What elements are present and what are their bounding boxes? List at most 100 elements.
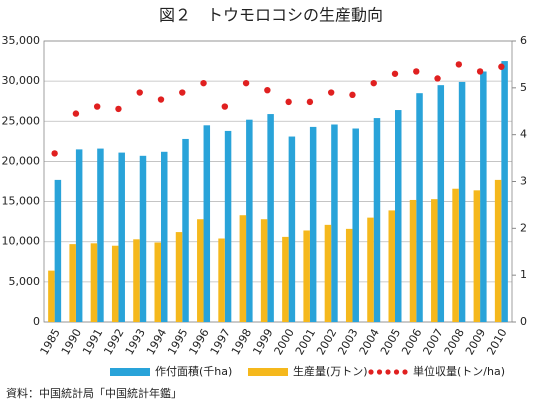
bar: [97, 148, 104, 322]
bar: [218, 238, 225, 322]
yield-dot: [285, 98, 292, 106]
bar: [409, 199, 417, 322]
y-tick-label: 5,000: [9, 275, 41, 288]
bar: [367, 217, 374, 322]
bar: [282, 236, 289, 322]
bar: [345, 228, 353, 322]
bar: [373, 118, 381, 323]
bar: [352, 128, 359, 322]
x-tick-label: 1994: [144, 327, 169, 358]
bar: [501, 61, 508, 322]
bar: [203, 125, 211, 322]
bar: [480, 71, 487, 322]
legend-swatch: [376, 369, 383, 375]
yield-dot: [264, 86, 271, 94]
x-tick-label: 1990: [59, 327, 84, 358]
bar: [395, 110, 402, 322]
legend-label: 単位収量(トン/ha): [413, 364, 505, 378]
y-tick-label: 10,000: [2, 235, 41, 248]
x-tick-label: 1997: [208, 327, 233, 358]
y-tick-label: 35,000: [2, 34, 41, 47]
yield-dot: [413, 68, 420, 75]
bar: [118, 152, 125, 322]
yield-dot: [349, 91, 356, 99]
yield-dot: [221, 103, 229, 110]
x-tick-label: 2009: [463, 327, 488, 358]
yield-dot: [51, 150, 58, 157]
x-tick-label: 2004: [357, 327, 382, 358]
bar: [182, 138, 189, 322]
x-tick-label: 2008: [442, 327, 467, 358]
yield-dot: [93, 103, 101, 110]
yield-dot: [72, 110, 80, 117]
x-tick-label: 1996: [186, 327, 211, 358]
bar: [90, 243, 98, 322]
yield-dot: [434, 75, 441, 82]
bar: [139, 155, 147, 322]
bar: [54, 179, 62, 322]
bar: [288, 136, 296, 322]
y2-tick-label: 1: [520, 268, 527, 281]
y2-tick-label: 6: [520, 34, 527, 47]
legend-swatch: [368, 369, 374, 375]
plot-frame: [43, 40, 513, 323]
legend-swatch: [385, 369, 391, 375]
bar: [494, 179, 502, 322]
bar: [197, 219, 204, 322]
bar: [431, 199, 438, 322]
yield-dot: [179, 89, 186, 96]
bar: [309, 126, 317, 322]
y2-tick-label: 3: [520, 175, 527, 188]
bar: [324, 224, 332, 322]
x-tick-label: 1993: [123, 327, 148, 358]
legend-swatch: [248, 368, 288, 376]
yield-dot: [391, 70, 399, 77]
bar: [267, 114, 274, 322]
legend-label: 作付面積(千ha): [155, 364, 232, 378]
x-tick-label: 2010: [484, 327, 509, 358]
yield-dot: [157, 96, 165, 103]
x-tick-label: 1999: [250, 327, 275, 358]
y-tick-label: 0: [33, 315, 40, 328]
yield-dot: [476, 68, 484, 75]
bar: [133, 239, 140, 322]
bar: [437, 85, 445, 323]
yield-dot: [306, 98, 314, 106]
y-tick-label: 20,000: [2, 154, 41, 167]
x-tick-label: 2005: [378, 327, 403, 358]
yield-dot: [327, 89, 335, 96]
y2-tick-label: 0: [520, 315, 527, 328]
x-tick-label: 2007: [420, 327, 445, 358]
bar: [48, 270, 55, 322]
x-tick-label: 2001: [293, 327, 318, 358]
yield-dot: [455, 61, 463, 68]
y-tick-label: 25,000: [2, 114, 41, 127]
bar: [154, 242, 161, 322]
x-tick-label: 1998: [229, 327, 254, 358]
bar: [246, 119, 253, 323]
yield-dot: [498, 63, 505, 70]
x-tick-label: 1991: [80, 327, 105, 358]
x-tick-label: 2000: [272, 327, 297, 358]
bar: [473, 190, 481, 322]
chart-title: 図２ トウモロコシの生産動向: [159, 6, 383, 25]
yield-dot: [115, 105, 122, 113]
bar: [175, 232, 183, 322]
bar: [111, 245, 119, 322]
yield-dot: [200, 79, 207, 87]
bar: [416, 93, 423, 322]
bar: [452, 188, 459, 322]
legend-swatch: [110, 368, 150, 376]
bar: [161, 151, 168, 322]
x-tick-label: 1992: [101, 327, 126, 358]
bar: [458, 81, 466, 323]
x-tick-label: 2002: [314, 327, 339, 358]
yield-dot: [136, 89, 143, 96]
bar: [388, 210, 395, 322]
bar: [224, 130, 232, 322]
x-tick-label: 1985: [38, 327, 63, 358]
legend-label: 生産量(万トン): [293, 364, 368, 378]
x-tick-label: 1995: [165, 327, 190, 358]
yield-dot: [370, 79, 377, 87]
